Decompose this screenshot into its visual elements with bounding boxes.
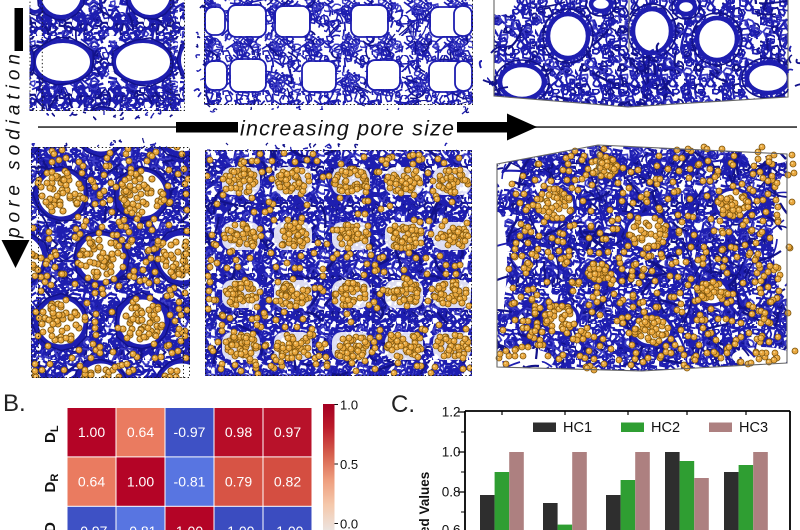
svg-text:1.00: 1.00 bbox=[127, 474, 154, 490]
svg-text:1.2: 1.2 bbox=[442, 405, 461, 420]
svg-text:C.: C. bbox=[391, 391, 415, 418]
svg-text:-0.81: -0.81 bbox=[174, 474, 206, 490]
svg-text:0.79: 0.79 bbox=[225, 474, 252, 490]
svg-text:1.00: 1.00 bbox=[176, 523, 203, 530]
svg-text:0.8: 0.8 bbox=[442, 485, 461, 500]
svg-text:-0.97: -0.97 bbox=[76, 523, 108, 530]
svg-text:0.0: 0.0 bbox=[340, 517, 358, 530]
svg-text:HC2: HC2 bbox=[651, 420, 680, 436]
svg-text:B.: B. bbox=[3, 390, 26, 417]
svg-text:pore sodiation: pore sodiation bbox=[4, 54, 25, 239]
svg-text:0.98: 0.98 bbox=[225, 424, 252, 440]
svg-text:0.64: 0.64 bbox=[127, 424, 154, 440]
svg-text:HC3: HC3 bbox=[739, 420, 768, 436]
svg-text:0.97: 0.97 bbox=[274, 424, 301, 440]
svg-text:-0.97: -0.97 bbox=[174, 424, 206, 440]
svg-text:0.64: 0.64 bbox=[78, 474, 105, 490]
svg-text:Normalized Values: Normalized Values bbox=[417, 472, 432, 530]
svg-text:1.0: 1.0 bbox=[442, 445, 461, 460]
svg-text:HC1: HC1 bbox=[563, 420, 592, 436]
svg-text:1.0: 1.0 bbox=[340, 398, 358, 413]
svg-text:1.00: 1.00 bbox=[78, 424, 105, 440]
svg-text:0.82: 0.82 bbox=[274, 474, 301, 490]
svg-text:increasing pore size: increasing pore size bbox=[240, 117, 454, 141]
svg-text:0.6: 0.6 bbox=[442, 523, 461, 530]
svg-text:-0.81: -0.81 bbox=[125, 523, 157, 530]
svg-text:-1.00: -1.00 bbox=[272, 523, 304, 530]
svg-text:0.5: 0.5 bbox=[340, 457, 358, 472]
svg-text:D: D bbox=[42, 522, 59, 530]
svg-text:-1.00: -1.00 bbox=[223, 523, 255, 530]
